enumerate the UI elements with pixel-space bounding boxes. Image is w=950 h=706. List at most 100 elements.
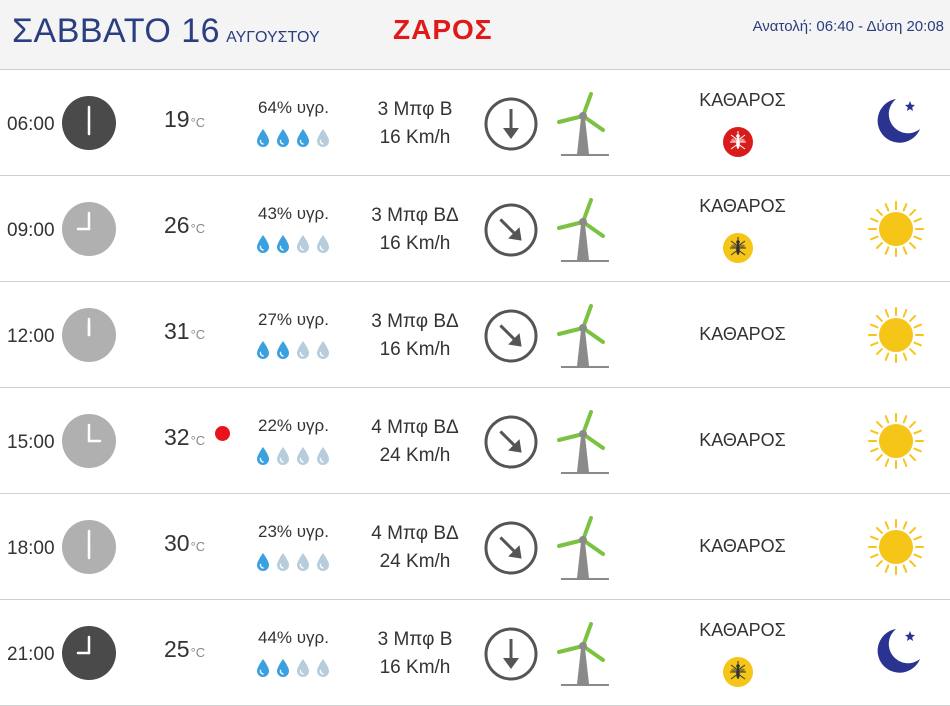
wind-speed: 24 Km/h: [379, 551, 451, 572]
temperature: 32°C: [164, 424, 205, 451]
forecast-time: 18:00: [7, 538, 55, 559]
month-label: ΑΥΓΟΥΣΤΟΥ: [226, 29, 320, 46]
wind-info: 3 Μπφ ΒΔ 16 Km/h: [340, 202, 490, 258]
wind-direction-arrow-icon: [483, 520, 539, 576]
day-title: ΣΑΒΒΑΤΟ 16 ΑΥΓΟΥΣΤΟΥ: [12, 12, 320, 51]
wind-force: 4 Μπφ ΒΔ: [371, 417, 459, 438]
wind-info: 3 Μπφ Β 16 Km/h: [340, 626, 490, 682]
clock-day-icon: [62, 308, 116, 362]
moon-icon: [866, 623, 926, 683]
wind-direction-arrow-icon: [483, 202, 539, 258]
temperature-unit: °C: [190, 221, 206, 236]
humidity-drops-icon: [255, 552, 335, 574]
clock-day-icon: [62, 520, 116, 574]
wind-direction-arrow-icon: [483, 308, 539, 364]
wind-speed: 16 Km/h: [379, 127, 451, 148]
wind-info: 3 Μπφ ΒΔ 16 Km/h: [340, 308, 490, 364]
wind-speed: 24 Km/h: [379, 445, 451, 466]
sky-condition: ΚΑΘΑΡΟΣ: [699, 620, 786, 640]
forecast-row: 09:00 26°C 43% υγρ. 3 Μπφ ΒΔ 16 Km/h: [0, 176, 950, 282]
wind-force: 4 Μπφ ΒΔ: [371, 523, 459, 544]
heat-alert-dot-icon: [215, 426, 230, 441]
sun-icon: [866, 411, 926, 471]
wind-info: 4 Μπφ ΒΔ 24 Km/h: [340, 520, 490, 576]
temperature: 25°C: [164, 636, 205, 663]
day-label: ΣΑΒΒΑΤΟ 16: [12, 12, 221, 50]
brand-logo: ΖΑΡΟΣ: [393, 14, 493, 45]
forecast-header: ΣΑΒΒΑΤΟ 16 ΑΥΓΟΥΣΤΟΥ ΖΑΡΟΣ Ανατολή: 06:40…: [0, 0, 950, 70]
humidity-drops-icon: [255, 340, 335, 362]
clock-day-icon: [62, 202, 116, 256]
sky-condition: ΚΑΘΑΡΟΣ: [699, 430, 786, 450]
wind-direction-arrow-icon: [483, 96, 539, 152]
wind-info: 4 Μπφ ΒΔ 24 Km/h: [340, 414, 490, 470]
forecast-row: 12:00 31°C 27% υγρ. 3 Μπφ ΒΔ 16 Km/h: [0, 282, 950, 388]
sky-condition: ΚΑΘΑΡΟΣ: [699, 90, 786, 110]
forecast-table: 06:00 19°C 64% υγρ. 3 Μπφ Β 16 Km/h: [0, 70, 950, 706]
temperature: 31°C: [164, 318, 205, 345]
humidity-label: 64% υγρ.: [258, 98, 329, 117]
wind-info: 3 Μπφ Β 16 Km/h: [340, 96, 490, 152]
humidity-label: 23% υγρ.: [258, 522, 329, 541]
moon-icon: [866, 93, 926, 153]
wind-speed: 16 Km/h: [379, 339, 451, 360]
temperature-value: 31: [164, 318, 190, 344]
temperature: 30°C: [164, 530, 205, 557]
wind-turbine-icon: [557, 92, 613, 158]
humidity-label: 22% υγρ.: [258, 416, 329, 435]
humidity-label: 44% υγρ.: [258, 628, 329, 647]
wind-turbine-icon: [557, 410, 613, 476]
temperature-value: 32: [164, 424, 190, 450]
mosquito-icon: [723, 233, 753, 263]
forecast-row: 18:00 30°C 23% υγρ. 4 Μπφ ΒΔ 24 Km/h: [0, 494, 950, 600]
humidity-drops-icon: [255, 658, 335, 680]
temperature-unit: °C: [190, 115, 206, 130]
temperature-value: 19: [164, 106, 190, 132]
temperature-unit: °C: [190, 433, 206, 448]
wind-turbine-icon: [557, 516, 613, 582]
temperature-value: 26: [164, 212, 190, 238]
wind-force: 3 Μπφ ΒΔ: [371, 311, 459, 332]
wind-turbine-icon: [557, 622, 613, 688]
mosquito-icon: [723, 657, 753, 687]
humidity-label: 27% υγρ.: [258, 310, 329, 329]
forecast-time: 09:00: [7, 220, 55, 241]
sky-condition: ΚΑΘΑΡΟΣ: [699, 196, 786, 216]
wind-turbine-icon: [557, 198, 613, 264]
temperature: 26°C: [164, 212, 205, 239]
humidity-label: 43% υγρ.: [258, 204, 329, 223]
sun-icon: [866, 517, 926, 577]
mosquito-icon: [723, 127, 753, 157]
humidity-drops-icon: [255, 446, 335, 468]
clock-night-icon: [62, 96, 116, 150]
forecast-time: 12:00: [7, 326, 55, 347]
sky-condition: ΚΑΘΑΡΟΣ: [699, 324, 786, 344]
humidity-drops-icon: [255, 128, 335, 150]
temperature-value: 30: [164, 530, 190, 556]
temperature-unit: °C: [190, 539, 206, 554]
wind-speed: 16 Km/h: [379, 233, 451, 254]
sky-condition: ΚΑΘΑΡΟΣ: [699, 536, 786, 556]
wind-force: 3 Μπφ Β: [377, 629, 453, 650]
sun-icon: [866, 305, 926, 365]
forecast-row: 15:00 32°C 22% υγρ. 4 Μπφ ΒΔ 24 Km/h: [0, 388, 950, 494]
forecast-time: 06:00: [7, 114, 55, 135]
wind-direction-arrow-icon: [483, 414, 539, 470]
humidity-drops-icon: [255, 234, 335, 256]
temperature-value: 25: [164, 636, 190, 662]
wind-speed: 16 Km/h: [379, 657, 451, 678]
temperature-unit: °C: [190, 327, 206, 342]
clock-night-icon: [62, 626, 116, 680]
clock-day-icon: [62, 414, 116, 468]
temperature: 19°C: [164, 106, 205, 133]
forecast-time: 15:00: [7, 432, 55, 453]
wind-force: 3 Μπφ ΒΔ: [371, 205, 459, 226]
wind-turbine-icon: [557, 304, 613, 370]
wind-direction-arrow-icon: [483, 626, 539, 682]
sunrise-sunset: Ανατολή: 06:40 - Δύση 20:08: [752, 18, 944, 35]
forecast-row: 21:00 25°C 44% υγρ. 3 Μπφ Β 16 Km/h: [0, 600, 950, 706]
wind-force: 3 Μπφ Β: [377, 99, 453, 120]
forecast-time: 21:00: [7, 644, 55, 665]
forecast-row: 06:00 19°C 64% υγρ. 3 Μπφ Β 16 Km/h: [0, 70, 950, 176]
sun-icon: [866, 199, 926, 259]
